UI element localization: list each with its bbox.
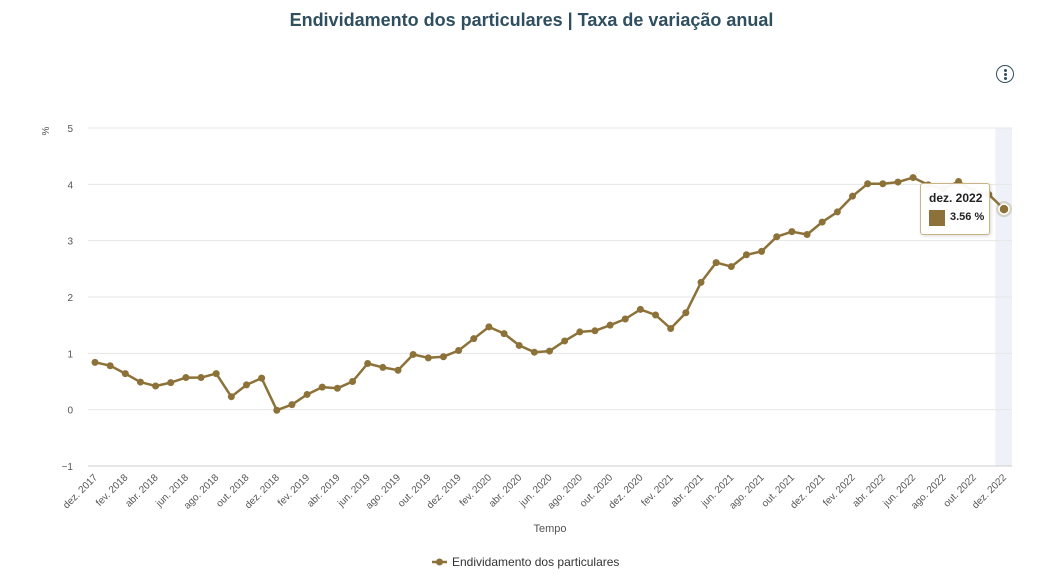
data-point[interactable] <box>833 208 841 216</box>
data-point[interactable] <box>439 353 447 361</box>
data-point[interactable] <box>136 378 144 386</box>
data-point[interactable] <box>879 180 887 188</box>
data-point[interactable] <box>333 384 341 392</box>
vertical-dots-icon-dot <box>1003 73 1007 76</box>
data-point[interactable] <box>561 337 569 345</box>
data-point[interactable] <box>182 374 190 382</box>
data-point[interactable] <box>212 370 220 378</box>
data-point[interactable] <box>636 305 644 313</box>
data-point[interactable] <box>606 321 614 329</box>
data-point[interactable] <box>106 362 114 370</box>
data-point[interactable] <box>288 401 296 409</box>
y-tick-label: 5 <box>67 124 73 135</box>
data-point[interactable] <box>773 233 781 241</box>
data-point[interactable] <box>909 174 917 182</box>
y-tick-label: 0 <box>67 406 73 417</box>
data-point[interactable] <box>727 263 735 271</box>
data-point[interactable] <box>318 383 326 391</box>
data-point[interactable] <box>758 247 766 255</box>
data-point[interactable] <box>742 251 750 259</box>
y-tick-label: 4 <box>67 180 73 191</box>
data-point[interactable] <box>621 315 629 323</box>
data-point[interactable] <box>591 327 599 335</box>
data-point[interactable] <box>197 374 205 382</box>
tooltip-date: dez. 2022 <box>929 191 983 205</box>
data-point[interactable] <box>455 347 463 355</box>
data-point[interactable] <box>864 180 872 188</box>
data-point[interactable] <box>788 228 796 236</box>
data-point[interactable] <box>712 259 720 267</box>
series-line <box>94 176 1005 412</box>
data-point[interactable] <box>667 325 675 333</box>
tooltip-swatch <box>929 210 945 226</box>
data-point[interactable] <box>485 323 493 331</box>
data-point[interactable] <box>364 359 372 367</box>
data-point[interactable] <box>152 382 160 390</box>
data-point[interactable] <box>379 363 387 371</box>
y-tick-label: −1 <box>62 462 74 473</box>
chart-menu-button[interactable] <box>996 65 1014 83</box>
data-point[interactable] <box>470 335 478 343</box>
data-point[interactable] <box>803 230 811 238</box>
data-point[interactable] <box>349 378 357 385</box>
data-point[interactable] <box>546 347 553 355</box>
data-point[interactable] <box>121 370 129 378</box>
data-point[interactable] <box>652 311 660 319</box>
data-point[interactable] <box>303 390 311 398</box>
data-point[interactable] <box>576 328 584 336</box>
data-point[interactable] <box>167 379 175 387</box>
data-point[interactable] <box>697 278 705 286</box>
legend[interactable]: Endividamento dos particulares <box>432 555 619 569</box>
data-point[interactable] <box>273 406 281 414</box>
data-point[interactable] <box>243 381 250 389</box>
chart-title: Endividamento dos particulares | Taxa de… <box>289 10 774 30</box>
data-point[interactable] <box>227 393 235 401</box>
y-axis-label: % <box>41 126 52 135</box>
y-tick-label: 1 <box>67 349 73 360</box>
vertical-dots-icon-dot <box>1003 77 1007 80</box>
y-tick-label: 3 <box>67 237 73 248</box>
data-point[interactable] <box>91 358 99 366</box>
data-point[interactable] <box>818 218 826 226</box>
data-point[interactable] <box>258 374 266 382</box>
data-point[interactable] <box>500 330 508 338</box>
data-point[interactable] <box>515 341 523 349</box>
y-tick-label: 2 <box>67 293 73 304</box>
legend-label: Endividamento dos particulares <box>452 555 619 569</box>
legend-marker-icon <box>436 558 443 566</box>
data-point[interactable] <box>424 354 432 362</box>
data-point[interactable] <box>849 192 856 200</box>
tooltip-value: 3.56 % <box>950 211 985 223</box>
data-point[interactable] <box>998 203 1010 215</box>
data-point[interactable] <box>409 350 417 358</box>
data-point[interactable] <box>530 348 538 356</box>
x-tick-label: dez. 2017 <box>61 472 100 511</box>
data-point[interactable] <box>682 309 690 317</box>
x-axis-label: Tempo <box>533 523 566 535</box>
vertical-dots-icon <box>1003 69 1007 72</box>
tooltip: dez. 2022 3.56 % <box>920 183 990 235</box>
data-point[interactable] <box>894 178 902 186</box>
data-point[interactable] <box>394 366 402 374</box>
